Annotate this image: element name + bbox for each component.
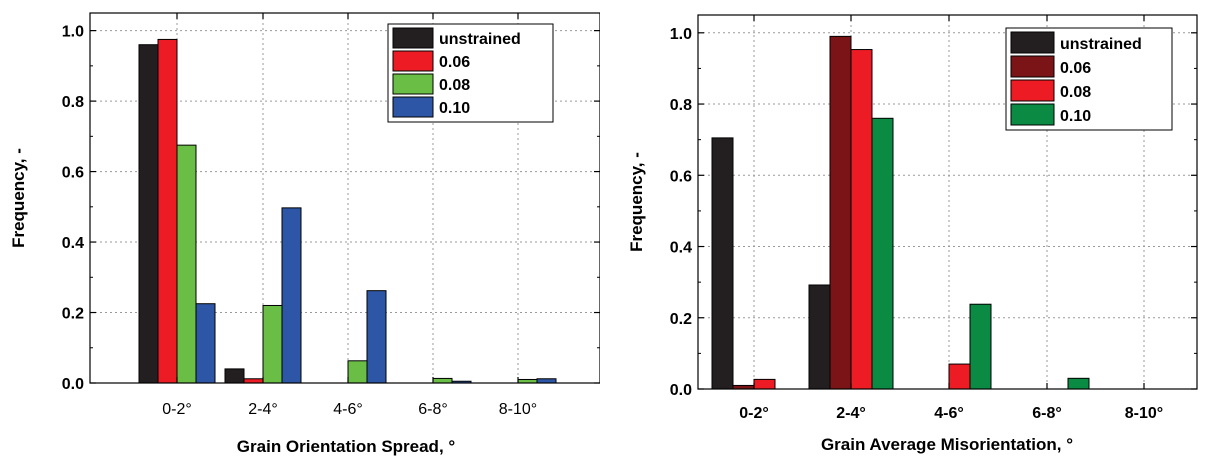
x-tick-label: 2-4° [836, 405, 866, 422]
legend-label: 0.06 [439, 54, 470, 71]
bar-008-2 [948, 363, 971, 390]
x-axis-label: Grain Orientation Spread, ° [237, 437, 456, 456]
x-axis-label: Grain Average Misorientation, ° [821, 435, 1073, 454]
y-tick-label: 0.6 [62, 165, 84, 182]
bar-unstrained-0 [711, 137, 734, 390]
legend-label: 0.08 [1060, 84, 1091, 101]
y-tick-label: 0.2 [670, 311, 692, 328]
legend-label: 0.10 [439, 100, 470, 117]
legend-swatch [1010, 79, 1055, 102]
bar-010-2 [969, 303, 992, 390]
legend-swatch [1010, 31, 1055, 54]
legend-swatch [1010, 103, 1055, 126]
legend-label: unstrained [439, 31, 521, 48]
y-axis: 0.0 0.2 0.4 0.6 0.8 1.0 [670, 26, 1197, 399]
bar-010-1 [871, 117, 894, 390]
bar-008-0 [753, 378, 776, 390]
x-tick-label: 0-2° [739, 405, 769, 422]
bar-010-1 [281, 207, 302, 384]
bar-010-0 [195, 303, 216, 384]
bar-unstrained-1 [808, 284, 831, 390]
bar-010-4 [536, 378, 557, 384]
bar-008-0 [176, 144, 197, 384]
legend-label: 0.10 [1060, 108, 1091, 125]
legend-swatch [392, 73, 434, 95]
legend-swatch [1010, 55, 1055, 78]
x-tick-label: 0-2° [162, 401, 192, 418]
bar-010-3 [1067, 377, 1090, 390]
y-tick-label: 0.0 [62, 376, 84, 393]
bar-006-1 [829, 35, 852, 390]
legend-swatch [392, 27, 434, 49]
bars [711, 35, 1090, 390]
plot-frame [89, 12, 600, 384]
x-axis: 0-2° 2-4° 4-6° 6-8° 8-10° [162, 13, 537, 418]
y-tick-label: 0.0 [670, 382, 692, 399]
legend: unstrained 0.06 0.08 0.10 [387, 23, 554, 123]
x-axis: 0-2° 2-4° 4-6° 6-8° 8-10° [739, 15, 1163, 422]
legend: unstrained 0.06 0.08 0.10 [1005, 27, 1173, 131]
chart-grain-average-misorientation: 0.0 0.2 0.4 0.6 0.8 1.0 0-2° 2-4° 4-6° 6-8° 8-10° G… [627, 14, 1198, 454]
y-tick-label: 0.4 [670, 240, 692, 257]
legend-swatch [392, 96, 434, 118]
y-tick-label: 0.4 [62, 235, 84, 252]
y-tick-label: 0.8 [670, 97, 692, 114]
x-tick-label: 8-10° [1125, 405, 1163, 422]
bar-010-2 [366, 290, 387, 384]
bar-unstrained-0 [138, 44, 159, 384]
y-axis-label: Frequency, - [627, 152, 646, 252]
legend-label: 0.08 [439, 77, 470, 94]
bar-008-2 [347, 360, 368, 384]
bar-008-1 [262, 304, 283, 384]
y-tick-label: 0.6 [670, 168, 692, 185]
y-tick-label: 0.8 [62, 94, 84, 111]
y-axis: 0.0 0.2 0.4 0.6 0.8 1.0 [62, 24, 600, 393]
x-tick-label: 8-10° [499, 401, 537, 418]
bar-008-1 [850, 49, 873, 390]
y-tick-label: 1.0 [62, 24, 84, 41]
plot-frame [697, 14, 1198, 390]
legend-swatch [392, 50, 434, 72]
bar-unstrained-1 [224, 368, 245, 384]
legend-label: unstrained [1060, 36, 1142, 53]
x-tick-label: 4-6° [934, 405, 964, 422]
bar-006-0 [157, 38, 178, 384]
bar-008-3 [432, 377, 453, 384]
legend-label: 0.06 [1060, 60, 1091, 77]
x-tick-label: 2-4° [248, 401, 278, 418]
bar-006-1 [243, 378, 264, 384]
y-axis-label: Frequency, - [9, 148, 28, 248]
y-tick-label: 0.2 [62, 306, 84, 323]
x-tick-label: 6-8° [418, 401, 448, 418]
y-tick-label: 1.0 [670, 26, 692, 43]
x-tick-label: 6-8° [1032, 405, 1062, 422]
x-tick-label: 4-6° [333, 401, 363, 418]
chart-grain-orientation-spread: 0.0 0.2 0.4 0.6 0.8 1.0 0-2° 2-4° 4-6° 6-8° 8-10° G… [9, 12, 600, 456]
